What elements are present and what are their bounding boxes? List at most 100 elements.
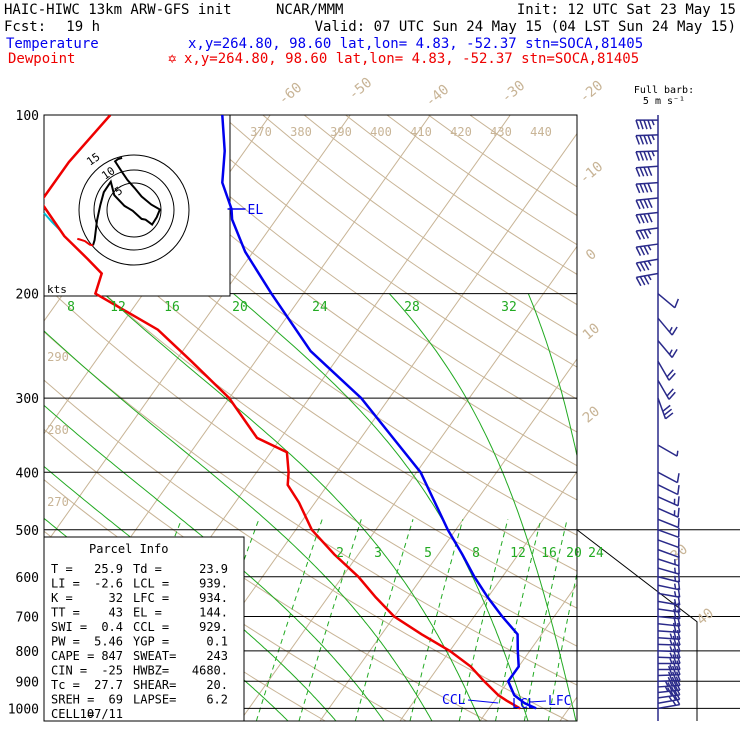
dry-adiabat xyxy=(44,191,577,572)
dry-adiabat xyxy=(179,115,577,400)
barb-half-flag xyxy=(674,567,677,574)
dry-adiabat xyxy=(221,115,577,368)
barb-staff xyxy=(657,679,681,683)
barb-staff xyxy=(657,529,679,539)
barb-flag xyxy=(643,151,649,161)
mixing-label: 8 xyxy=(67,300,75,315)
wind-barb xyxy=(657,360,676,381)
barb-flag xyxy=(662,404,671,412)
barb-flag xyxy=(635,262,642,272)
pressure-tick-label: 700 xyxy=(16,611,39,626)
wind-barb xyxy=(657,317,678,336)
hodograph-ring xyxy=(93,169,175,251)
barb-flag xyxy=(639,230,646,240)
barb-flag xyxy=(676,648,681,659)
barb-flag xyxy=(639,183,645,193)
wind-barb xyxy=(635,258,659,272)
parcel-info-cell: 934. xyxy=(199,591,228,605)
barb-flag xyxy=(671,671,677,681)
barb-flag xyxy=(672,648,677,659)
parcel-info-cell: 107/11 xyxy=(80,707,123,721)
moist-adiabat xyxy=(233,293,529,721)
barb-flag xyxy=(647,151,653,161)
fcst-label: Fcst: xyxy=(4,19,46,35)
wind-barb xyxy=(635,150,659,161)
barb-flag xyxy=(639,246,646,256)
mixing-label-lower: 8 xyxy=(472,546,480,561)
mixing-label-lower: 12 xyxy=(510,546,526,561)
wind-barb xyxy=(635,272,659,287)
dry-adiabat xyxy=(44,283,577,647)
mixing-label-lower: 3 xyxy=(374,546,382,561)
barb-flag xyxy=(667,665,673,676)
barb-half-flag xyxy=(673,591,677,597)
wind-barb xyxy=(658,660,681,671)
mixing-label: 28 xyxy=(404,300,420,315)
parcel-info-cell: 20. xyxy=(206,678,228,692)
valid-time: Valid: 07 UTC Sun 24 May 15 (04 LST Sun … xyxy=(315,19,736,35)
barb-staff xyxy=(657,630,680,634)
wind-barb xyxy=(657,564,680,575)
barb-flag xyxy=(635,214,641,224)
theta-label: 440 xyxy=(530,125,552,139)
barb-flag xyxy=(666,388,674,397)
barb-staff xyxy=(657,567,680,575)
isotherm-line xyxy=(44,115,351,548)
parcel-info-cell: 144. xyxy=(199,606,228,620)
moist-adiabat xyxy=(103,293,481,721)
isotherm-label: -10 xyxy=(577,159,607,188)
parcel-info-cell: 939. xyxy=(199,577,228,591)
barb-half-flag xyxy=(668,326,673,333)
barb-staff xyxy=(657,496,679,507)
barb-flag xyxy=(639,276,646,286)
barb-flag xyxy=(643,135,649,145)
barb-half-flag xyxy=(647,260,652,266)
barb-flag xyxy=(667,671,673,682)
mixing-ratio-line xyxy=(354,519,414,721)
barb-half-flag xyxy=(669,646,673,652)
parcel-info-cell: CELL = xyxy=(51,707,94,721)
mixing-ratio-line xyxy=(523,519,568,721)
barb-flag xyxy=(635,151,641,161)
barb-flag xyxy=(639,119,644,130)
parcel-info-cell: LFC = xyxy=(133,591,169,605)
barb-staff xyxy=(657,360,670,381)
dewpoint-legend: Dewpoint xyxy=(8,51,75,67)
parcel-info-cell: -25 xyxy=(101,664,123,678)
barb-flag xyxy=(639,214,645,224)
barb-flag xyxy=(635,167,641,177)
wind-barb xyxy=(657,397,674,420)
barb-flag xyxy=(677,517,680,528)
barb-staff xyxy=(657,518,679,529)
barb-half-flag xyxy=(651,150,655,157)
barb-flag xyxy=(668,372,676,381)
parcel-info-cell: 243 xyxy=(206,649,228,663)
theta-label-left: 290 xyxy=(47,350,69,364)
parcel-info-cell: EL = xyxy=(133,606,162,620)
pressure-tick-label: 800 xyxy=(16,645,39,660)
dry-adiabat xyxy=(55,115,577,501)
parcel-info-cell: LAPSE= xyxy=(133,693,176,707)
parcel-info-cell: PW = xyxy=(51,635,80,649)
init-time: Init: 12 UTC Sat 23 May 15 xyxy=(517,2,736,18)
pressure-tick-label: 1000 xyxy=(8,702,39,717)
barb-staff xyxy=(657,548,679,558)
temperature-legend: Temperature xyxy=(6,36,99,52)
barb-half-flag xyxy=(669,664,673,670)
wind-barb xyxy=(657,547,680,558)
barb-flag xyxy=(677,496,680,506)
hodograph-ring xyxy=(78,154,190,266)
lfc-label: LFC xyxy=(548,694,571,709)
theta-label: 410 xyxy=(410,125,432,139)
parcel-info-box xyxy=(43,536,245,722)
barb-legend-line1: Full barb: xyxy=(634,85,694,96)
theta-label: 420 xyxy=(450,125,472,139)
wind-barb xyxy=(657,444,679,457)
barb-half-flag xyxy=(676,450,679,457)
parcel-info-cell: SWI = xyxy=(51,620,87,634)
isotherm-line xyxy=(0,115,30,721)
isotherm-label: -40 xyxy=(423,82,453,111)
barb-flag xyxy=(647,134,653,145)
isotherm-line xyxy=(399,470,577,721)
